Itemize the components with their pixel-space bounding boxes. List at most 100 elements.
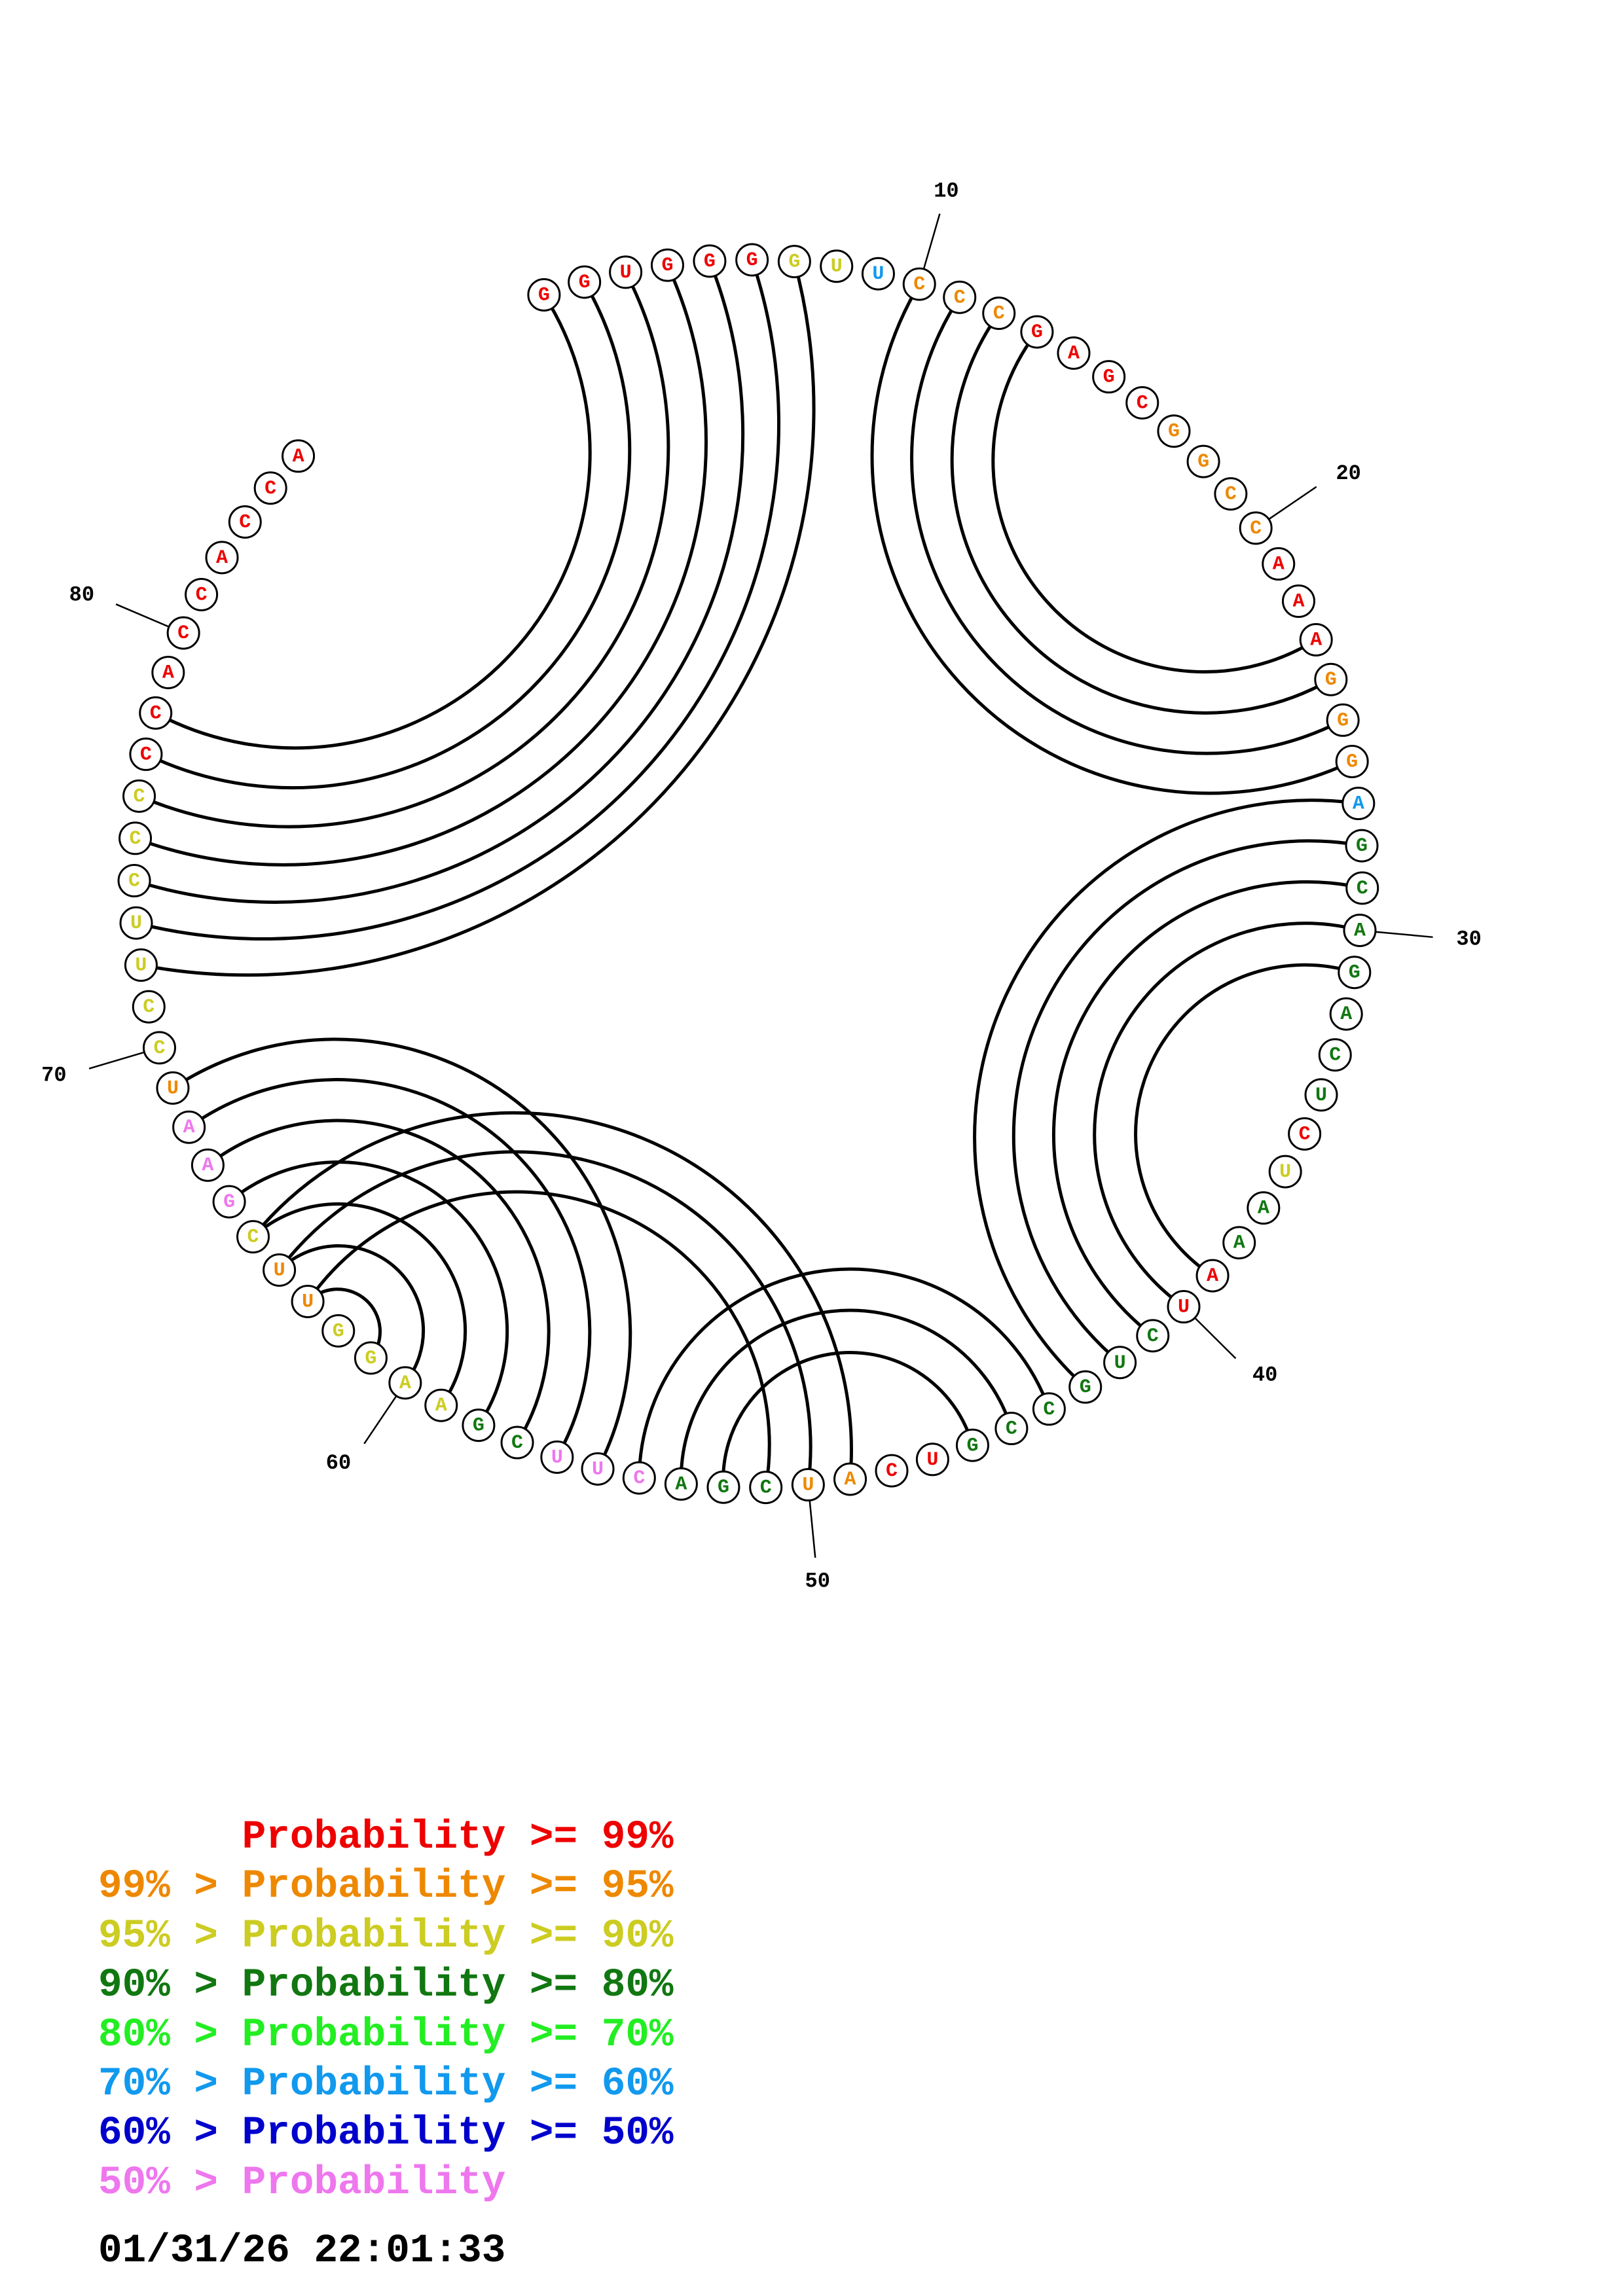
- nucleotide-letter: G: [1356, 835, 1368, 857]
- nucleotide: A: [833, 1462, 867, 1496]
- nucleotide-circle: [820, 249, 854, 283]
- nucleotide-letter: A: [183, 1117, 195, 1139]
- nucleotide: C: [129, 737, 163, 771]
- nucleotide: A: [205, 541, 239, 575]
- position-label: 10: [934, 179, 958, 203]
- nucleotide: A: [172, 1110, 206, 1144]
- nucleotide-circle: [861, 257, 895, 291]
- nucleotide-letter: G: [746, 249, 758, 272]
- legend-entry: 99% > Probability >= 95%: [98, 1864, 674, 1910]
- nucleotide-letter: A: [1233, 1232, 1245, 1255]
- position-label: 70: [41, 1063, 66, 1087]
- position-ticks: 10 20 30 40 50 60 70 80: [41, 179, 1482, 1593]
- nucleotide-letter: A: [399, 1372, 411, 1395]
- nucleotide-circle: [1186, 444, 1220, 478]
- base-pair-arcs: [134, 259, 1363, 1488]
- nucleotide-circle: [1167, 1290, 1201, 1324]
- nucleotide: C: [1032, 1392, 1066, 1426]
- nucleotide-letter: U: [872, 263, 884, 285]
- nucleotide-circle: [664, 1467, 698, 1501]
- nucleotide-circle: [263, 1253, 297, 1287]
- nucleotide-letter: G: [788, 251, 800, 274]
- nucleotide-letter: U: [831, 256, 843, 278]
- base-pair-arc: [306, 1190, 771, 1488]
- nucleotide-letter: G: [1031, 321, 1043, 344]
- nucleotide: C: [122, 779, 156, 813]
- nucleotide-circle: [902, 267, 936, 301]
- base-pair-arc: [206, 1119, 551, 1444]
- position-tick: [115, 603, 170, 628]
- nucleotide-letter: C: [760, 1477, 772, 1499]
- base-pair-arc: [1051, 880, 1363, 1337]
- base-pair-arc: [278, 1244, 426, 1384]
- nucleotide-letter: C: [196, 584, 208, 606]
- nucleotide-circle: [1239, 511, 1273, 545]
- nucleotide-ring: GG U G G G G U U CCCGAGCGGCCAAAGGGAGCAGACUCUAAAU…: [117, 243, 1379, 1505]
- nucleotide-letter: C: [1357, 878, 1368, 900]
- base-pair-arc: [1134, 963, 1355, 1278]
- nucleotide-letter: G: [1346, 751, 1358, 774]
- position-label: 60: [326, 1451, 351, 1475]
- legend-entry: Probability >= 99%: [98, 1815, 674, 1860]
- nucleotide: G: [706, 1470, 740, 1504]
- nucleotide-letter: A: [1310, 630, 1322, 652]
- position-tick: [809, 1500, 816, 1558]
- nucleotide-circle: [424, 1388, 458, 1422]
- nucleotide-letter: U: [130, 912, 142, 935]
- nucleotide: C: [1288, 1117, 1322, 1151]
- nucleotide: C: [185, 577, 219, 611]
- nucleotide: G: [1157, 414, 1191, 448]
- base-pair-arc: [134, 264, 708, 867]
- nucleotide-letter: A: [1340, 1003, 1352, 1026]
- nucleotide-circle: [321, 1314, 356, 1348]
- nucleotide-circle: [1247, 1191, 1281, 1225]
- nucleotide-letter: C: [140, 744, 152, 766]
- nucleotide: C: [1125, 386, 1159, 420]
- nucleotide-letter: G: [1197, 451, 1209, 473]
- nucleotide-circle: [706, 1470, 740, 1504]
- nucleotide-letter: G: [538, 284, 550, 306]
- nucleotide-letter: G: [223, 1191, 235, 1213]
- position-label: 20: [1336, 461, 1360, 486]
- nucleotide-circle: [1335, 745, 1369, 779]
- nucleotide: C: [622, 1461, 656, 1495]
- nucleotide: G: [1186, 444, 1220, 478]
- nucleotide-circle: [527, 278, 561, 312]
- nucleotide-letter: C: [913, 274, 925, 296]
- nucleotide: C: [117, 864, 151, 898]
- nucleotide: U: [820, 249, 854, 283]
- nucleotide: G: [212, 1185, 246, 1219]
- nucleotide-circle: [1304, 1078, 1338, 1112]
- nucleotide: U: [263, 1253, 297, 1287]
- nucleotide-letter: C: [1250, 518, 1262, 540]
- legend-entry: 95% > Probability >= 90%: [98, 1913, 674, 1959]
- nucleotide-letter: G: [704, 251, 716, 273]
- legend-entry: 50% > Probability: [98, 2160, 506, 2206]
- nucleotide: C: [228, 505, 262, 539]
- nucleotide: C: [142, 1031, 176, 1065]
- nucleotide-letter: C: [130, 828, 141, 850]
- nucleotide: C: [500, 1426, 534, 1460]
- nucleotide: G: [1335, 745, 1369, 779]
- nucleotide-letter: U: [302, 1291, 314, 1313]
- nucleotide: A: [1341, 787, 1376, 821]
- nucleotide-letter: C: [1299, 1123, 1311, 1145]
- nucleotide-circle: [151, 656, 185, 690]
- nucleotide-circle: [119, 906, 153, 940]
- base-pair-arc: [278, 1150, 812, 1485]
- nucleotide-letter: G: [661, 255, 673, 277]
- nucleotide: C: [1214, 477, 1248, 511]
- nucleotide: A: [1329, 997, 1363, 1031]
- nucleotide-circle: [172, 1110, 206, 1144]
- position-tick: [88, 1051, 145, 1069]
- nucleotide: G: [354, 1341, 388, 1375]
- nucleotide: C: [982, 296, 1016, 331]
- nucleotide: G: [1068, 1370, 1103, 1404]
- base-pair-arc: [140, 260, 816, 977]
- nucleotide-circle: [994, 1412, 1029, 1446]
- nucleotide-letter: A: [293, 446, 304, 468]
- nucleotide-circle: [982, 296, 1016, 331]
- nucleotide: G: [650, 248, 684, 282]
- nucleotide-circle: [388, 1366, 422, 1400]
- nucleotide-circle: [291, 1284, 325, 1318]
